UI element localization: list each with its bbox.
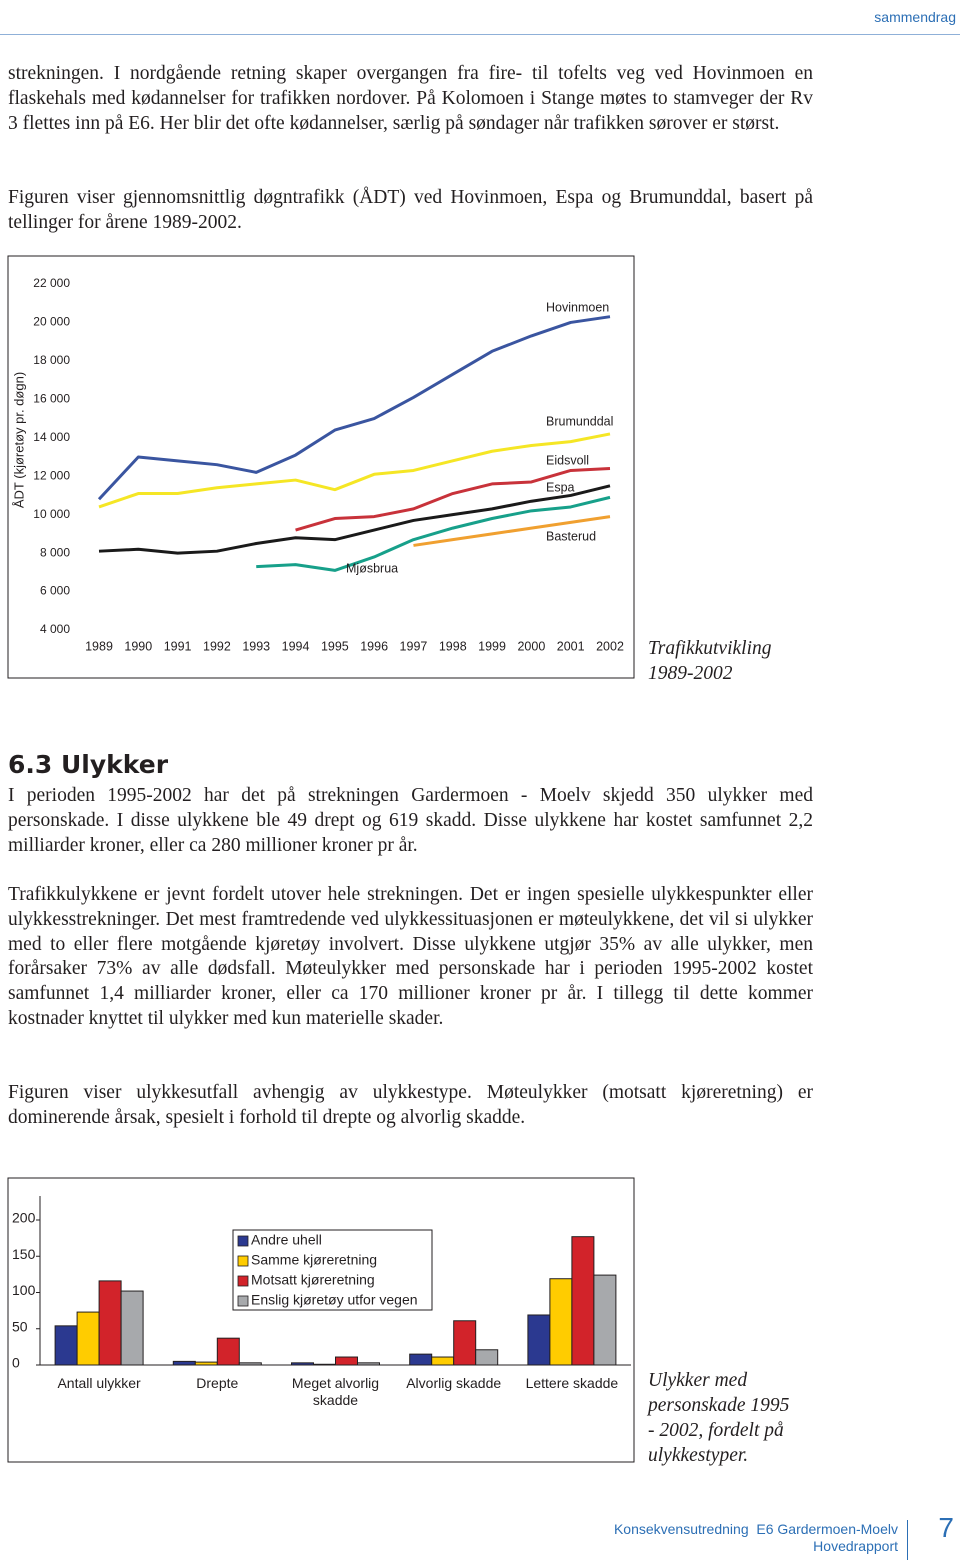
line-series: [256, 495, 611, 572]
legend-swatch: [237, 1275, 249, 1287]
x-tick-label: 1997: [400, 639, 428, 653]
paragraph: Trafikkulykkene er jevnt fordelt utover …: [8, 884, 813, 1029]
y-tick-label: 16 000: [33, 392, 70, 406]
x-tick-label: 1990: [124, 639, 152, 653]
bar: [335, 1356, 358, 1366]
y-tick-label: 20 000: [33, 315, 70, 329]
bar: [453, 1320, 477, 1366]
y-tick-label: 8 000: [40, 545, 70, 559]
accident-chart: 0 50 100 150 200 Andre uhell Samme kjøreretnin…: [7, 1177, 635, 1463]
legend-label: Motsatt kjøreretning: [251, 1272, 375, 1288]
y-tick-label: 14 000: [33, 430, 70, 444]
bar: [120, 1290, 144, 1366]
paragraph: Figuren viser gjennomsnittlig døgntrafik…: [8, 187, 813, 233]
x-tick-label: Antall ulykker: [57, 1375, 141, 1391]
legend-label: Samme kjøreretning: [251, 1252, 377, 1268]
y-tick-label: 0: [12, 1355, 20, 1371]
line-series: [295, 467, 611, 532]
paragraph: I perioden 1995-2002 har det på streknin…: [8, 785, 813, 856]
bar: [409, 1353, 433, 1366]
line-series: [98, 432, 611, 509]
bar: [475, 1349, 499, 1366]
bar: [431, 1356, 455, 1366]
legend-swatch: [237, 1295, 249, 1307]
series-label: Basterud: [546, 529, 596, 543]
line-series: [97, 315, 611, 501]
y-axis-label: ÅDT (kjøretøy pr. døgn): [11, 372, 26, 508]
y-tick-label: 22 000: [33, 276, 70, 290]
y-tick-label: 150: [12, 1246, 36, 1262]
bar: [172, 1360, 196, 1366]
header-rule: [0, 34, 960, 35]
y-tick-label: 100: [12, 1282, 36, 1298]
bar: [216, 1337, 240, 1366]
x-tick-label: 1996: [360, 639, 388, 653]
section-header: sammendrag: [874, 9, 956, 25]
line-series: [413, 515, 611, 547]
section-heading: 6.3 Ulykker: [8, 750, 169, 779]
series-label: Hovinmoen: [546, 300, 609, 314]
chart-frame: [7, 1177, 635, 1463]
x-tick-label: Lettere skadde: [525, 1375, 619, 1391]
legend-label: Andre uhell: [251, 1232, 322, 1248]
x-tick-label: 1995: [321, 639, 349, 653]
y-tick-label: 10 000: [33, 507, 70, 521]
traffic-chart: ÅDT (kjøretøy pr. døgn) 4 000 6 000 8 000 1…: [7, 255, 635, 679]
legend-swatch: [237, 1255, 249, 1267]
series-label: Espa: [546, 480, 575, 494]
footer-subtitle: Hovedrapport: [813, 1538, 898, 1554]
page-number: 7: [938, 1512, 954, 1543]
x-tick-label: Meget alvorlig skadde: [291, 1375, 380, 1408]
footer-rule: [907, 1520, 908, 1560]
legend-label: Enslig kjøretøy utfor vegen: [251, 1292, 418, 1308]
series-label: Brumunddal: [546, 414, 613, 428]
series-label: Eidsvoll: [546, 453, 589, 467]
y-tick-label: 4 000: [40, 622, 70, 636]
caption: Trafikkutvikling 1989-2002: [648, 638, 772, 684]
x-tick-label: Drepte: [196, 1375, 239, 1391]
legend-box: [232, 1229, 433, 1311]
bar: [98, 1280, 122, 1366]
bar: [593, 1274, 617, 1366]
bar: [76, 1311, 100, 1366]
paragraph: strekningen. I nordgående retning skaper…: [8, 63, 813, 134]
y-tick-label: 6 000: [40, 584, 70, 598]
x-tick-label: 1992: [203, 639, 231, 653]
x-tick-label: Alvorlig skadde: [406, 1375, 502, 1391]
x-tick-label: 1989: [85, 639, 113, 653]
caption: Ulykker med personskade 1995 - 2002, for…: [648, 1370, 790, 1466]
bar: [571, 1236, 595, 1366]
y-tick-label: 50: [12, 1318, 28, 1334]
chart-frame: [7, 255, 635, 679]
footer-title: Konsekvensutredning E6 Gardermoen-Moelv: [613, 1521, 898, 1537]
x-tick-label: 2002: [596, 639, 624, 653]
x-tick-label: 1991: [164, 639, 192, 653]
x-tick-label: 1994: [282, 639, 310, 653]
legend-swatch: [237, 1235, 249, 1247]
x-tick-label: 1998: [439, 639, 467, 653]
y-tick-label: 18 000: [33, 353, 70, 367]
x-tick-label: 1993: [242, 639, 270, 653]
x-tick-label: 2000: [517, 639, 545, 653]
x-tick-label: 1999: [478, 639, 506, 653]
x-tick-label: 2001: [557, 639, 585, 653]
bar: [549, 1278, 573, 1366]
paragraph: Figuren viser ulykkesutfall avhengig av …: [8, 1082, 813, 1128]
line-series: [98, 484, 611, 555]
bar: [54, 1325, 78, 1366]
bar: [527, 1314, 551, 1366]
y-tick-label: 200: [12, 1210, 36, 1226]
y-tick-label: 12 000: [33, 468, 70, 482]
series-label: Mjøsbrua: [346, 561, 398, 575]
